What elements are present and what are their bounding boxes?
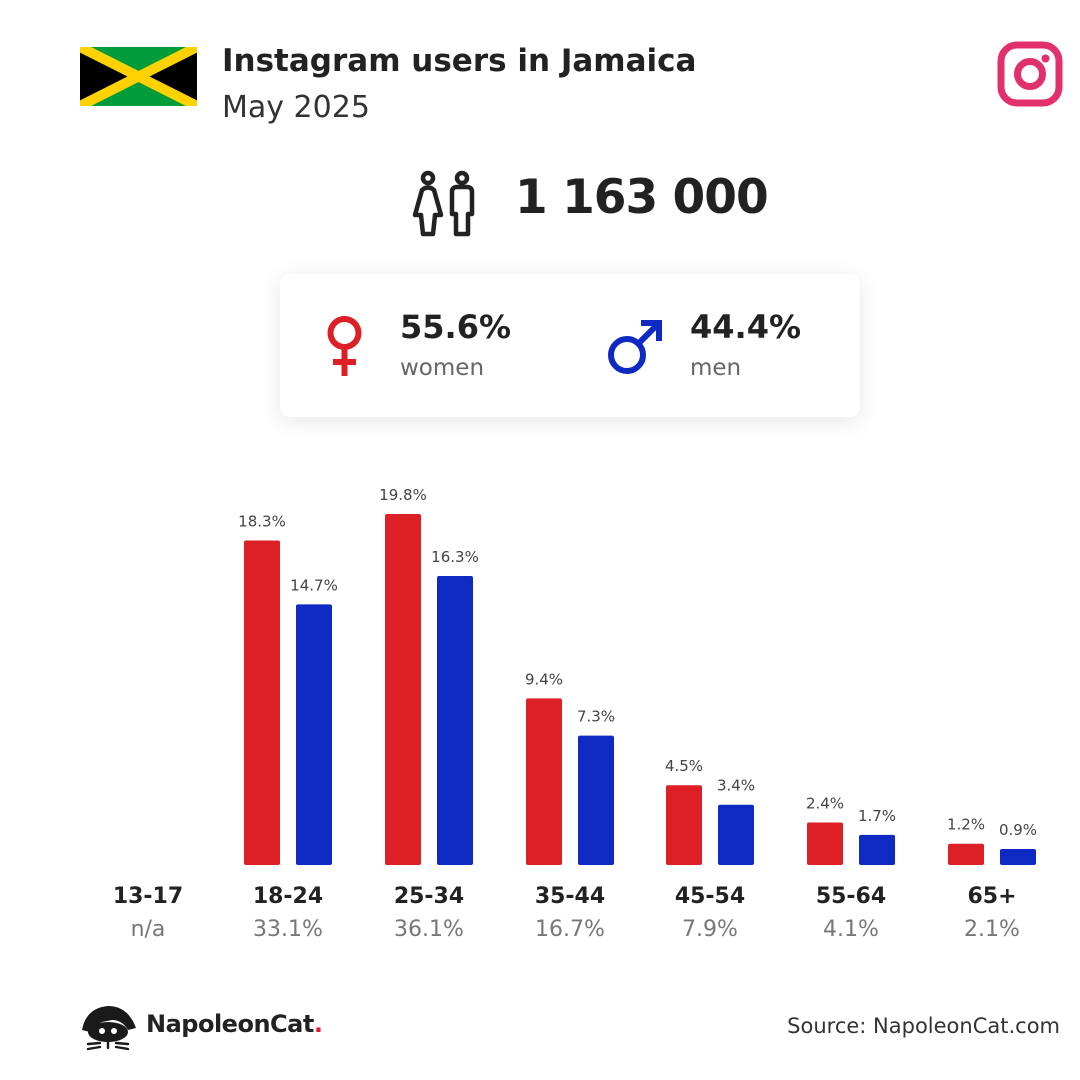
age-total-25-34: 36.1% <box>394 917 464 942</box>
data-label-men-45-54: 3.4% <box>717 777 755 795</box>
age-total-18-24: 33.1% <box>253 917 323 942</box>
source-credit: Source: NapoleonCat.com <box>787 1014 1060 1038</box>
bar-women-18-24 <box>244 540 280 865</box>
female-symbol-icon <box>327 316 362 376</box>
age-label-18-24: 18-24 <box>252 884 324 909</box>
age-label-13-17: 13-17 <box>112 884 184 909</box>
brand-text: NapoleonCat <box>146 1010 314 1038</box>
people-icon <box>412 170 475 237</box>
data-label-men-65+: 0.9% <box>999 821 1037 839</box>
bar-men-35-44 <box>578 735 614 865</box>
bar-women-65+ <box>948 843 984 865</box>
bar-men-45-54 <box>718 804 754 865</box>
bar-women-45-54 <box>666 785 702 865</box>
age-label-65+: 65+ <box>967 884 1017 909</box>
data-label-men-25-34: 16.3% <box>431 548 479 566</box>
bar-men-25-34 <box>437 576 473 865</box>
women-percentage: 55.6% <box>400 308 512 346</box>
age-label-45-54: 45-54 <box>674 884 746 909</box>
bar-men-65+ <box>1000 849 1036 865</box>
age-label-55-64: 55-64 <box>815 884 887 909</box>
age-total-13-17: n/a <box>130 917 166 942</box>
bar-women-25-34 <box>385 513 421 865</box>
age-total-35-44: 16.7% <box>535 917 605 942</box>
total-users: 1 163 000 <box>515 170 769 225</box>
data-label-women-18-24: 18.3% <box>238 513 286 531</box>
gender-split-card: 55.6% women 44.4% men <box>280 274 860 417</box>
bar-women-55-64 <box>807 822 843 865</box>
data-label-women-35-44: 9.4% <box>525 670 563 688</box>
age-total-65+: 2.1% <box>964 917 1020 942</box>
data-label-men-35-44: 7.3% <box>577 708 615 726</box>
napoleoncat-logo-icon <box>82 1006 136 1051</box>
instagram-logo-icon <box>997 41 1063 107</box>
men-label: men <box>690 355 742 381</box>
age-label-25-34: 25-34 <box>393 884 465 909</box>
age-total-55-64: 4.1% <box>823 917 879 942</box>
page-subtitle: May 2025 <box>222 90 370 125</box>
male-symbol-icon <box>608 320 662 374</box>
data-label-men-18-24: 14.7% <box>290 576 338 594</box>
data-label-women-65+: 1.2% <box>947 816 985 834</box>
data-label-women-55-64: 2.4% <box>806 794 844 812</box>
data-label-women-45-54: 4.5% <box>665 757 703 775</box>
bar-women-35-44 <box>526 698 562 865</box>
men-percentage: 44.4% <box>690 308 802 346</box>
age-label-35-44: 35-44 <box>534 884 606 909</box>
brand-dot: . <box>313 1010 323 1038</box>
age-gender-bar-chart: 18.3% 14.7% 19.8% 16.3% 9.4% 7.3% 4.5% 3.4% 2.4%… <box>238 486 1037 865</box>
brand-name: NapoleonCat. <box>146 1010 323 1038</box>
age-total-45-54: 7.9% <box>682 917 738 942</box>
data-label-men-55-64: 1.7% <box>858 807 896 825</box>
data-label-women-25-34: 19.8% <box>379 486 427 504</box>
jamaica-flag <box>80 47 197 106</box>
women-label: women <box>400 355 485 381</box>
bar-men-18-24 <box>296 604 332 865</box>
bar-men-55-64 <box>859 834 895 865</box>
page-title: Instagram users in Jamaica <box>222 43 697 79</box>
